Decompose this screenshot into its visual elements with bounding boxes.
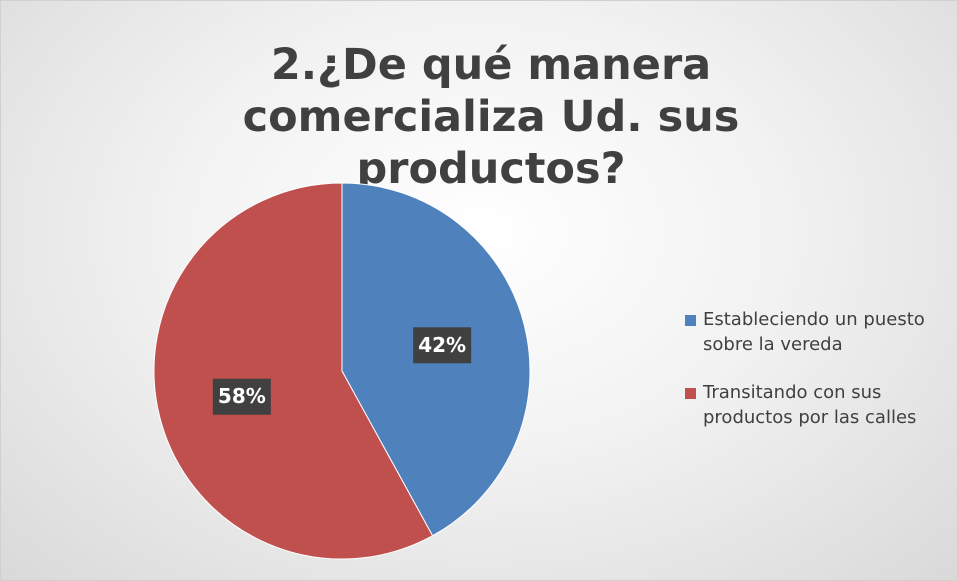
chart-title: 2.¿De qué manera comercializa Ud. sus pr… xyxy=(242,40,740,194)
legend-item: Transitando con sus productos por las ca… xyxy=(685,380,955,430)
legend-swatch xyxy=(685,315,696,326)
legend: Estableciendo un puesto sobre la vereda T… xyxy=(685,307,955,453)
value-label-box xyxy=(413,327,472,364)
legend-label: Estableciendo un puesto sobre la vereda xyxy=(703,309,925,355)
legend-swatch xyxy=(685,388,696,399)
value-label: 42% xyxy=(418,333,466,357)
legend-item: Estableciendo un puesto sobre la vereda xyxy=(685,307,955,357)
legend-label: Transitando con sus productos por las ca… xyxy=(703,382,917,428)
pie-slice xyxy=(153,182,434,560)
value-label: 58% xyxy=(218,384,266,408)
value-label-box xyxy=(212,378,271,415)
